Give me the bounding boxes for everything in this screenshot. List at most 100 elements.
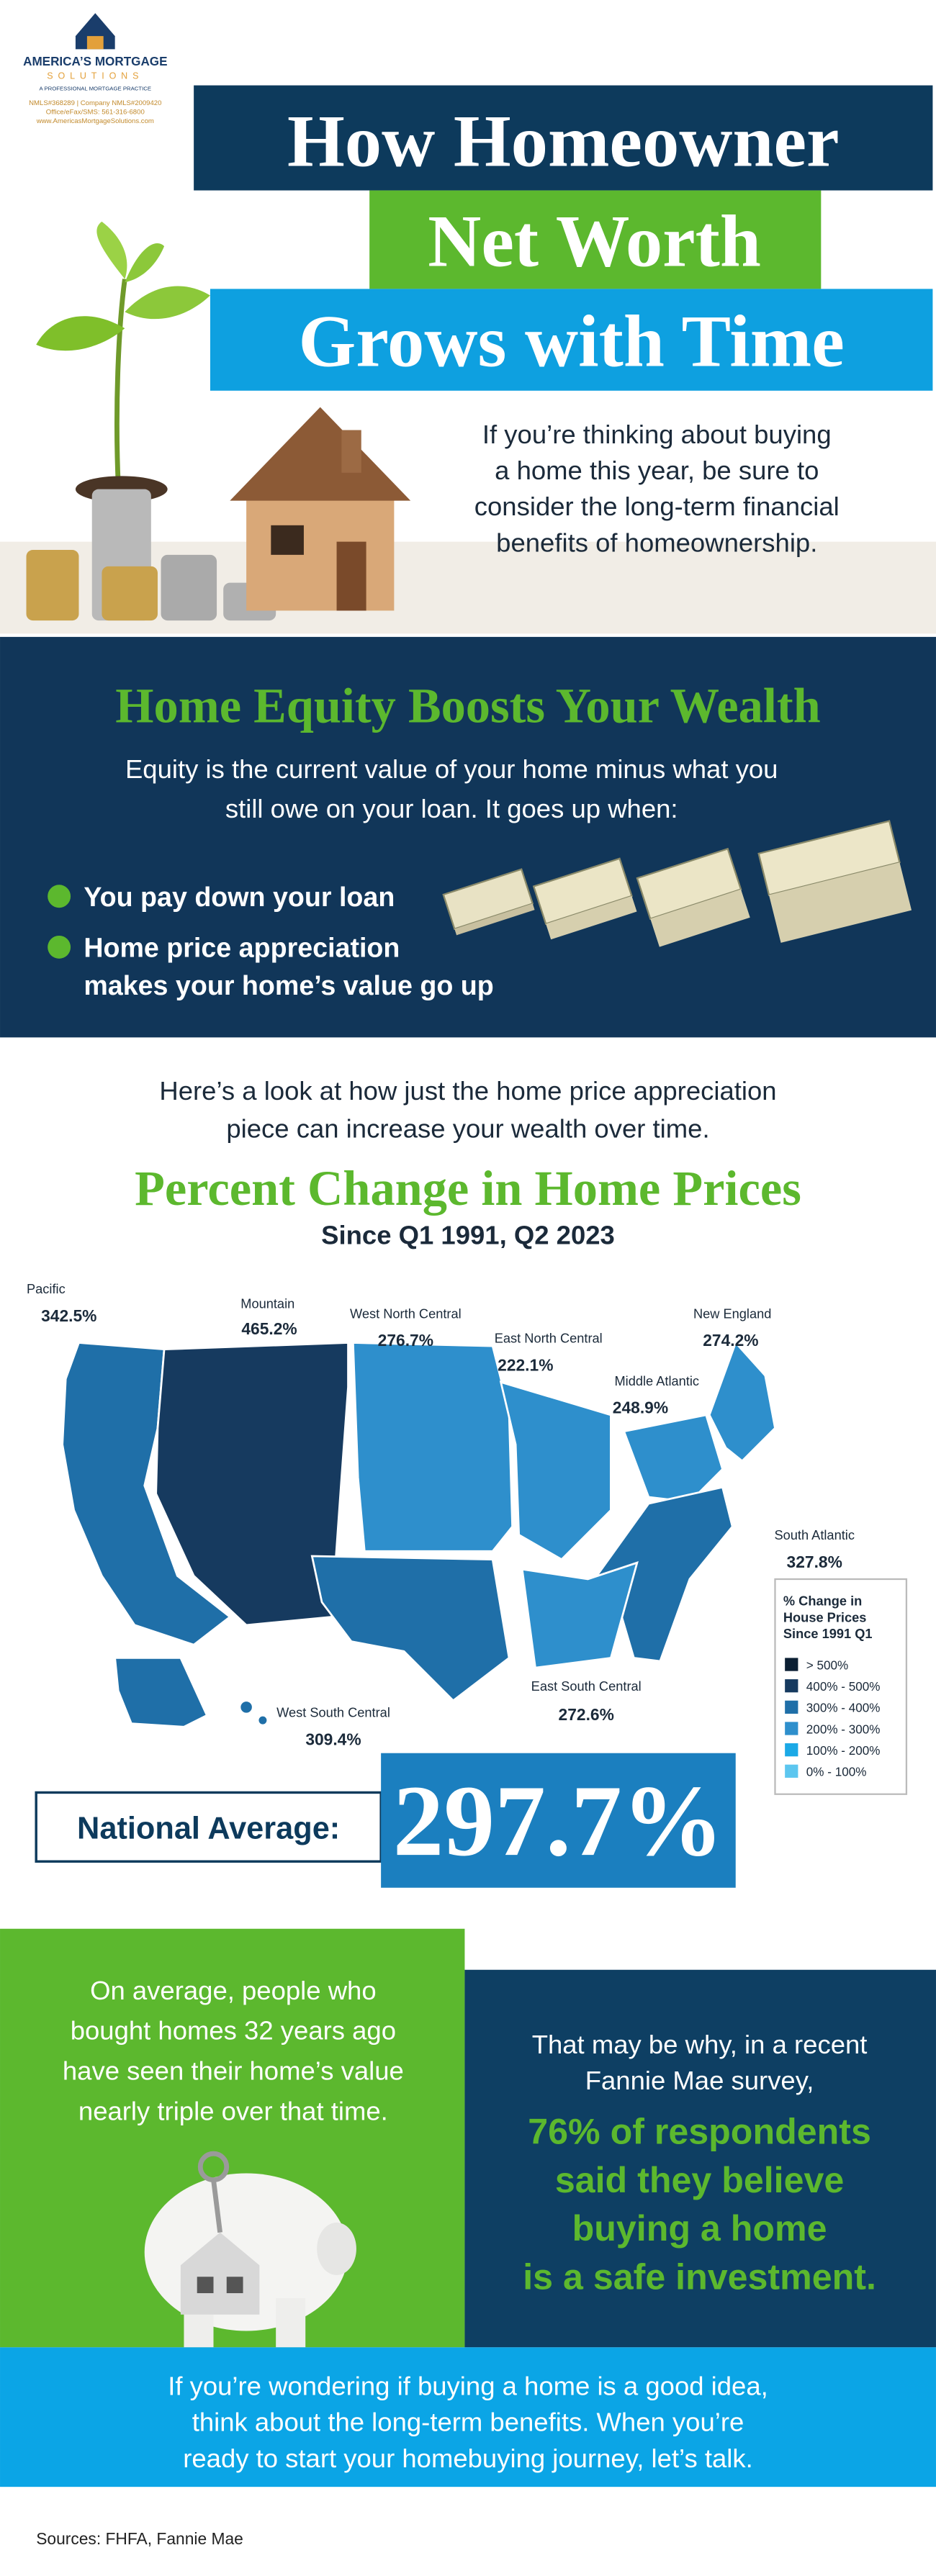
logo-mark	[75, 13, 115, 50]
bullet-dot	[48, 885, 71, 908]
legend-swatch	[785, 1764, 798, 1778]
map-title: Percent Change in Home Prices	[135, 1161, 801, 1216]
survey-highlight: buying a home	[572, 2208, 827, 2249]
region-name: Pacific	[27, 1281, 66, 1296]
region-hawaii	[238, 1699, 254, 1715]
bullet-dot	[48, 935, 71, 959]
title-line: How Homeowner	[287, 101, 840, 182]
survey-panel	[464, 1969, 936, 2348]
region-value: 222.1%	[498, 1355, 553, 1374]
section-heading: Home Equity Boosts Your Wealth	[115, 678, 820, 733]
piggy-text: nearly triple over that time.	[78, 2096, 388, 2125]
closing-text: ready to start your homebuying journey, …	[183, 2444, 753, 2473]
region-name: South Atlantic	[774, 1527, 855, 1542]
region-name: West South Central	[276, 1705, 390, 1720]
logo-tagline: A PROFESSIONAL MORTGAGE PRACTICE	[40, 85, 151, 91]
survey-text: That may be why, in a recent	[532, 2030, 868, 2059]
survey-highlight: said they believe	[555, 2160, 844, 2200]
region-value: 248.9%	[613, 1398, 668, 1417]
house-model	[230, 407, 411, 611]
legend-swatch	[785, 1700, 798, 1714]
legend-swatch	[785, 1722, 798, 1735]
equity-section-bg	[0, 636, 936, 1038]
bullet-text: makes your home’s value go up	[84, 970, 493, 1000]
region-hawaii	[256, 1714, 269, 1727]
piggy-text: bought homes 32 years ago	[71, 2016, 396, 2046]
bullet-text: You pay down your loan	[84, 882, 395, 912]
region-name: Mountain	[240, 1296, 294, 1311]
logo-sub: SOLUTIONS	[47, 71, 143, 81]
survey-highlight: 76% of respondents	[528, 2112, 871, 2152]
region-mountain	[155, 1342, 349, 1627]
logo-contact: www.AmericasMortgageSolutions.com	[36, 117, 154, 125]
region-west-north-central	[351, 1342, 513, 1553]
region-east-north-central	[499, 1380, 612, 1561]
intro-text: consider the long-term financial	[474, 492, 840, 521]
title-box-3	[210, 289, 933, 391]
region-value: 342.5%	[41, 1306, 96, 1325]
legend-item: 0% - 100%	[806, 1766, 867, 1779]
national-value-box	[381, 1753, 736, 1888]
intro-text: benefits of homeownership.	[496, 528, 817, 557]
national-label: National Average:	[77, 1811, 340, 1845]
title-box-2	[369, 190, 822, 289]
closing-text: If you’re wondering if buying a home is …	[168, 2371, 768, 2400]
equity-text: still owe on your loan. It goes up when:	[225, 794, 678, 823]
lead-text: Here’s a look at how just the home price…	[159, 1076, 776, 1106]
intro-text: If you’re thinking about buying	[482, 420, 832, 449]
legend-item: 400% - 500%	[806, 1680, 881, 1694]
lead-text: piece can increase your wealth over time…	[226, 1113, 709, 1143]
region-value: 276.7%	[378, 1331, 433, 1350]
map-subtitle: Since Q1 1991, Q2 2023	[321, 1221, 615, 1250]
legend-item: > 500%	[806, 1658, 848, 1672]
region-value: 272.6%	[559, 1705, 614, 1724]
intro-text: a home this year, be sure to	[495, 456, 819, 485]
legend-swatch	[785, 1679, 798, 1693]
coin-stacks	[26, 489, 276, 621]
survey-highlight: is a safe investment.	[523, 2256, 876, 2297]
piggy-text: have seen their home’s value	[63, 2056, 404, 2086]
region-alaska	[114, 1657, 209, 1728]
title-line: Grows with Time	[299, 302, 845, 383]
region-new-england	[708, 1340, 776, 1463]
title-box-1	[194, 85, 933, 191]
logo-contact: Office/eFax/SMS: 561-316-6800	[46, 109, 145, 117]
legend-swatch	[785, 1658, 798, 1671]
region-east-south-central	[521, 1561, 639, 1669]
region-west-south-central	[310, 1555, 510, 1702]
logo-contact: NMLS#368289 | Company NMLS#2009420	[29, 99, 161, 107]
survey-text: Fannie Mae survey,	[585, 2066, 814, 2095]
region-value: 327.8%	[787, 1553, 842, 1571]
piggy-text: On average, people who	[90, 1976, 377, 2005]
us-map	[61, 1340, 776, 1728]
legend-item: 300% - 400%	[806, 1701, 881, 1715]
closing-band	[0, 2347, 936, 2487]
sources: Sources: FHFA, Fannie Mae	[36, 2529, 243, 2548]
legend-title: Since 1991 Q1	[783, 1626, 873, 1641]
money-stacks	[442, 820, 912, 947]
region-value: 309.4%	[305, 1730, 361, 1748]
piggy-bank	[144, 2151, 356, 2348]
national-label-box	[35, 1791, 382, 1863]
closing-text: think about the long-term benefits. When…	[192, 2408, 744, 2437]
legend-title: House Prices	[783, 1609, 867, 1624]
region-name: New England	[693, 1306, 771, 1321]
region-name: East South Central	[531, 1678, 642, 1694]
national-value: 297.7%	[393, 1764, 724, 1877]
legend-swatches	[785, 1658, 798, 1778]
legend-item: 200% - 300%	[806, 1722, 881, 1736]
region-value: 465.2%	[241, 1319, 297, 1338]
legend-swatch	[785, 1743, 798, 1757]
region-name: Middle Atlantic	[614, 1373, 699, 1388]
logo-name: AMERICA’S MORTGAGE	[23, 55, 167, 68]
legend-item: 100% - 200%	[806, 1744, 881, 1758]
legend-title: % Change in	[783, 1593, 862, 1608]
region-middle-atlantic	[622, 1414, 724, 1504]
equity-text: Equity is the current value of your home…	[125, 754, 778, 784]
title-line: Net Worth	[428, 201, 761, 282]
bullet-text: Home price appreciation	[84, 933, 400, 963]
region-value: 274.2%	[703, 1331, 758, 1350]
region-name: East North Central	[495, 1331, 603, 1346]
